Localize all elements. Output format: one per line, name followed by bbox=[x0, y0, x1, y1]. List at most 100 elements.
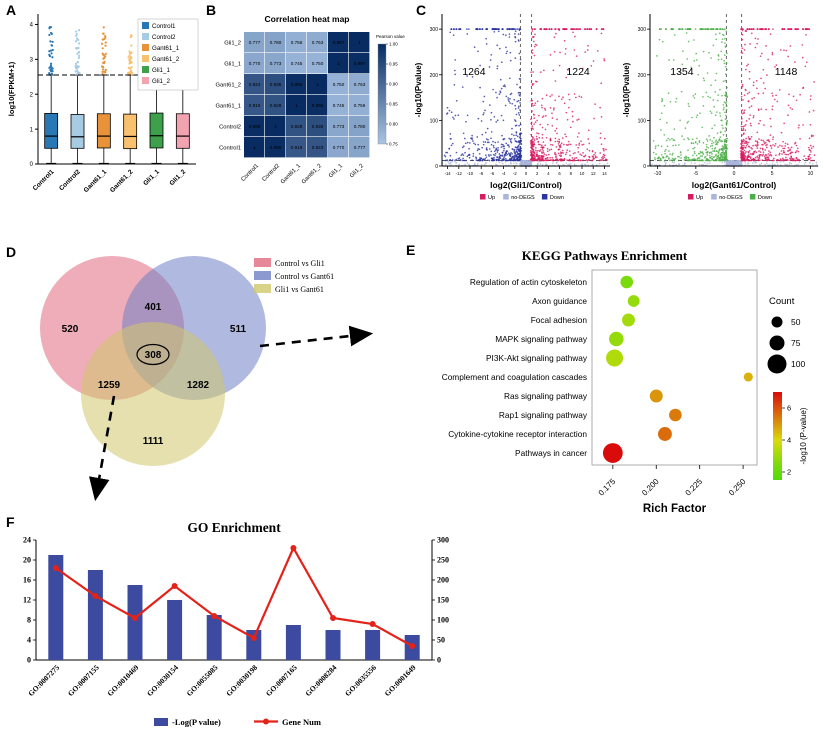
svg-text:0.80: 0.80 bbox=[389, 122, 398, 127]
svg-text:0.225: 0.225 bbox=[684, 477, 705, 498]
panel-label-a: A bbox=[6, 2, 17, 18]
svg-text:Rich Factor: Rich Factor bbox=[643, 503, 707, 515]
svg-text:520: 520 bbox=[62, 324, 79, 335]
svg-text:log2(Gli1/Control): log2(Gli1/Control) bbox=[490, 180, 562, 190]
svg-text:GO:0001649: GO:0001649 bbox=[383, 663, 418, 698]
svg-text:Gli1_2: Gli1_2 bbox=[152, 78, 170, 85]
volcano-plot-gli1: 0 100 200 300 -14 -12 -10 -8 -6 -4 -2 0 2 4 6 8 10 12 14 -l… bbox=[414, 14, 610, 201]
svg-text:KEGG Pathways Enrichment: KEGG Pathways Enrichment bbox=[522, 248, 688, 263]
svg-text:GO:0030198: GO:0030198 bbox=[224, 663, 259, 698]
svg-text:1111: 1111 bbox=[143, 436, 164, 447]
svg-text:308: 308 bbox=[145, 350, 162, 361]
svg-text:Correlation heat map: Correlation heat map bbox=[264, 14, 349, 24]
svg-text:-10: -10 bbox=[467, 171, 474, 176]
svg-text:200: 200 bbox=[638, 73, 647, 79]
svg-text:Gant61_2: Gant61_2 bbox=[216, 83, 241, 89]
svg-text:Pearson value: Pearson value bbox=[376, 34, 405, 39]
svg-text:Control vs Gli1: Control vs Gli1 bbox=[275, 259, 325, 268]
svg-text:Gant61_1: Gant61_1 bbox=[83, 168, 109, 194]
svg-text:Pathways in cancer: Pathways in cancer bbox=[515, 448, 587, 458]
svg-text:150: 150 bbox=[437, 596, 449, 605]
svg-text:4: 4 bbox=[787, 436, 791, 445]
svg-text:log10(FPKM+1): log10(FPKM+1) bbox=[7, 61, 16, 116]
venn-diagram: 520 401 511 308 1259 1282 1111 Control vs Gli1 C… bbox=[40, 256, 374, 502]
pathway-bubble bbox=[622, 313, 635, 327]
svg-text:100: 100 bbox=[638, 118, 647, 124]
svg-text:0.250: 0.250 bbox=[727, 477, 748, 498]
svg-text:Down: Down bbox=[550, 195, 564, 201]
svg-text:200: 200 bbox=[430, 73, 439, 79]
svg-text:16: 16 bbox=[23, 576, 31, 585]
svg-text:Rap1 signaling pathway: Rap1 signaling pathway bbox=[499, 410, 588, 420]
svg-text:-Log(P value): -Log(P value) bbox=[172, 717, 221, 727]
pathway-bubble bbox=[620, 275, 634, 289]
svg-text:12: 12 bbox=[591, 171, 596, 176]
svg-text:75: 75 bbox=[791, 338, 801, 348]
pathway-bubble bbox=[649, 389, 663, 403]
svg-text:300: 300 bbox=[430, 27, 439, 33]
svg-text:1: 1 bbox=[253, 145, 256, 150]
svg-text:0.935: 0.935 bbox=[312, 124, 324, 129]
svg-text:0.919: 0.919 bbox=[249, 103, 261, 108]
svg-text:0.756: 0.756 bbox=[354, 103, 366, 108]
svg-text:log2(Gant61/Control): log2(Gant61/Control) bbox=[692, 180, 777, 190]
svg-text:Control1: Control1 bbox=[32, 168, 56, 192]
svg-text:Gant61_1: Gant61_1 bbox=[152, 45, 180, 52]
svg-text:3: 3 bbox=[30, 58, 34, 64]
svg-text:2: 2 bbox=[30, 92, 34, 98]
svg-text:-4: -4 bbox=[502, 171, 506, 176]
svg-text:Control1: Control1 bbox=[240, 163, 260, 183]
svg-text:GO:0035556: GO:0035556 bbox=[343, 663, 378, 698]
svg-text:14: 14 bbox=[602, 171, 607, 176]
svg-text:0.750: 0.750 bbox=[333, 82, 345, 87]
svg-text:0.770: 0.770 bbox=[249, 61, 261, 66]
pathway-bubble bbox=[743, 372, 753, 382]
svg-text:GO:0007155: GO:0007155 bbox=[66, 663, 101, 698]
svg-text:4: 4 bbox=[27, 636, 31, 645]
svg-text:Gant61_1: Gant61_1 bbox=[216, 104, 241, 110]
svg-text:0.95: 0.95 bbox=[389, 62, 398, 67]
svg-text:-log10 (P-value): -log10 (P-value) bbox=[799, 407, 808, 464]
svg-text:250: 250 bbox=[437, 556, 449, 565]
svg-text:Gli1_1: Gli1_1 bbox=[142, 168, 161, 187]
svg-text:-6: -6 bbox=[491, 171, 495, 176]
svg-text:Control2: Control2 bbox=[58, 168, 82, 192]
svg-text:1: 1 bbox=[274, 124, 277, 129]
svg-text:0.928: 0.928 bbox=[291, 124, 303, 129]
svg-text:1264: 1264 bbox=[462, 66, 486, 78]
svg-text:1.00: 1.00 bbox=[389, 42, 398, 47]
svg-text:Control1: Control1 bbox=[219, 146, 241, 152]
svg-text:0.995: 0.995 bbox=[312, 103, 324, 108]
svg-text:0.780: 0.780 bbox=[270, 40, 282, 45]
svg-text:20: 20 bbox=[23, 556, 31, 565]
svg-text:1: 1 bbox=[337, 61, 340, 66]
svg-text:0.780: 0.780 bbox=[354, 124, 366, 129]
svg-text:200: 200 bbox=[437, 576, 449, 585]
svg-text:0.997: 0.997 bbox=[354, 61, 366, 66]
pathway-bubble bbox=[602, 443, 623, 463]
svg-text:2: 2 bbox=[787, 468, 791, 477]
go-enrichment-chart: GO Enrichment 0 4 8 12 16 20 24 0 50 100 150 200 250 3… bbox=[23, 520, 449, 727]
svg-text:0.996: 0.996 bbox=[249, 124, 261, 129]
svg-text:511: 511 bbox=[230, 324, 247, 335]
svg-text:12: 12 bbox=[23, 596, 31, 605]
svg-text:0.923: 0.923 bbox=[249, 82, 261, 87]
svg-text:5: 5 bbox=[771, 171, 774, 177]
svg-text:GO Enrichment: GO Enrichment bbox=[187, 520, 281, 535]
svg-text:Ras signaling pathway: Ras signaling pathway bbox=[504, 391, 588, 401]
svg-text:Gli1 vs Gant61: Gli1 vs Gant61 bbox=[275, 285, 324, 294]
go-bar bbox=[87, 570, 103, 660]
svg-text:100: 100 bbox=[430, 118, 439, 124]
go-bar bbox=[246, 630, 262, 660]
svg-text:GO:0030154: GO:0030154 bbox=[145, 663, 180, 698]
kegg-bubble-chart: KEGG Pathways Enrichment Regulation of ac… bbox=[442, 248, 808, 515]
panel-label-e: E bbox=[406, 242, 416, 258]
go-bar bbox=[285, 625, 301, 660]
svg-text:Regulation of actin cytoskelet: Regulation of actin cytoskeleton bbox=[470, 277, 588, 287]
svg-text:50: 50 bbox=[437, 636, 445, 645]
volcano-plot-gant61: 0 100 200 300 -10 -5 0 5 10 -log10(Pvalue) log2(Ga… bbox=[622, 14, 819, 201]
svg-text:0.90: 0.90 bbox=[389, 82, 398, 87]
svg-text:0: 0 bbox=[733, 171, 736, 177]
go-bar bbox=[167, 600, 183, 660]
svg-text:10: 10 bbox=[808, 171, 814, 177]
